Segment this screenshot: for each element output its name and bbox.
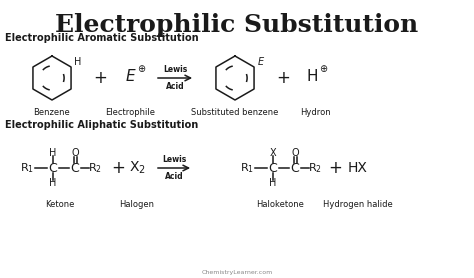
Text: Acid: Acid — [164, 172, 183, 181]
Text: O: O — [71, 148, 79, 158]
Text: C: C — [71, 162, 79, 175]
Text: Electrophilic Substitution: Electrophilic Substitution — [55, 13, 419, 37]
Text: +: + — [111, 159, 125, 177]
Text: H: H — [269, 178, 277, 188]
Text: H: H — [49, 148, 57, 158]
Text: R$_2$: R$_2$ — [308, 161, 322, 175]
Text: C: C — [291, 162, 300, 175]
Text: E: E — [125, 68, 135, 83]
Text: X: X — [270, 148, 276, 158]
Text: Hydrogen halide: Hydrogen halide — [323, 200, 393, 209]
Text: Halogen: Halogen — [119, 200, 155, 209]
Text: R$_1$: R$_1$ — [240, 161, 254, 175]
Text: Benzene: Benzene — [34, 108, 70, 117]
Text: Lewis: Lewis — [163, 65, 187, 74]
Text: H: H — [306, 68, 318, 83]
Text: E: E — [258, 57, 264, 67]
Text: Electrophilic Aromatic Substitution: Electrophilic Aromatic Substitution — [5, 33, 199, 43]
Text: H: H — [74, 57, 82, 67]
Text: Substituted benzene: Substituted benzene — [191, 108, 279, 117]
Text: $\oplus$: $\oplus$ — [319, 63, 328, 73]
Text: Electrophilic Aliphatic Substitution: Electrophilic Aliphatic Substitution — [5, 120, 198, 130]
Text: C: C — [269, 162, 277, 175]
Text: R$_2$: R$_2$ — [88, 161, 102, 175]
Text: Acid: Acid — [166, 82, 184, 91]
Text: +: + — [276, 69, 290, 87]
Text: ChemistryLearner.com: ChemistryLearner.com — [201, 270, 273, 275]
Text: H: H — [49, 178, 57, 188]
Text: X$_2$: X$_2$ — [128, 160, 146, 176]
Text: +: + — [93, 69, 107, 87]
Text: Haloketone: Haloketone — [256, 200, 304, 209]
Text: R$_1$: R$_1$ — [20, 161, 34, 175]
Text: Ketone: Ketone — [46, 200, 75, 209]
Text: $\oplus$: $\oplus$ — [137, 63, 146, 73]
Text: C: C — [49, 162, 57, 175]
Text: +: + — [328, 159, 342, 177]
Text: HX: HX — [348, 161, 368, 175]
Text: Hydron: Hydron — [300, 108, 330, 117]
Text: Lewis: Lewis — [162, 155, 186, 164]
Text: Electrophile: Electrophile — [105, 108, 155, 117]
Text: O: O — [291, 148, 299, 158]
